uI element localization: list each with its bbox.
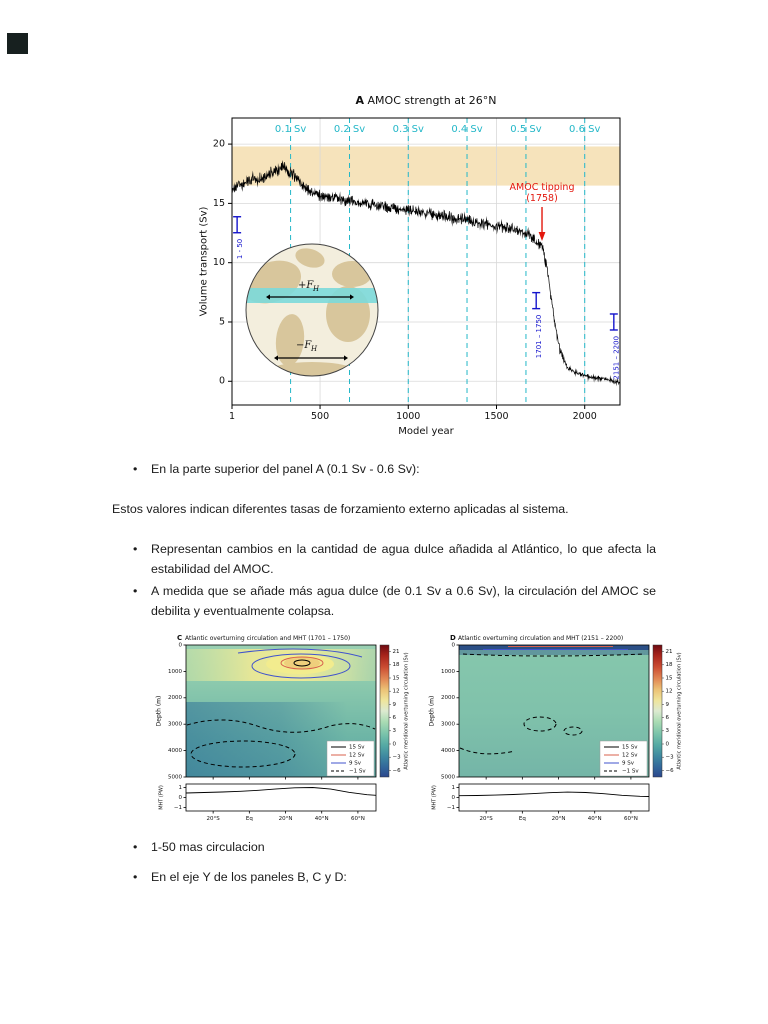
bullet-item-collapse: • A medida que se añade más agua dulce (… [130, 581, 656, 621]
bullet-marker: • [133, 584, 138, 598]
figure-d-overturning-2151-2200 [423, 630, 693, 835]
figure-c-overturning-1701-1750 [150, 630, 420, 835]
bullet-text: En la parte superior del panel A (0.1 Sv… [151, 462, 420, 476]
bullet-text: Representan cambios en la cantidad de ag… [151, 542, 656, 576]
page-corner-mark [7, 33, 28, 54]
bullet-text: A medida que se añade más agua dulce (de… [151, 584, 656, 618]
paragraph-forcing-explanation: Estos valores indican diferentes tasas d… [112, 502, 569, 516]
bullet-item-forcing-range: • En la parte superior del panel A (0.1 … [130, 459, 656, 479]
bullet-marker: • [133, 840, 138, 854]
bullet-item-y-axis: • En el eje Y de los paneles B, C y D: [130, 867, 656, 887]
bullet-marker: • [133, 462, 138, 476]
bullet-marker: • [133, 542, 138, 556]
bullet-item-freshwater: • Representan cambios en la cantidad de … [130, 539, 656, 579]
bullet-text: 1-50 mas circulacion [151, 840, 265, 854]
bullet-marker: • [133, 870, 138, 884]
figure-a-amoc-strength-chart [190, 86, 640, 446]
bullet-item-circulation: • 1-50 mas circulacion [130, 837, 656, 857]
bullet-text: En el eje Y de los paneles B, C y D: [151, 870, 347, 884]
